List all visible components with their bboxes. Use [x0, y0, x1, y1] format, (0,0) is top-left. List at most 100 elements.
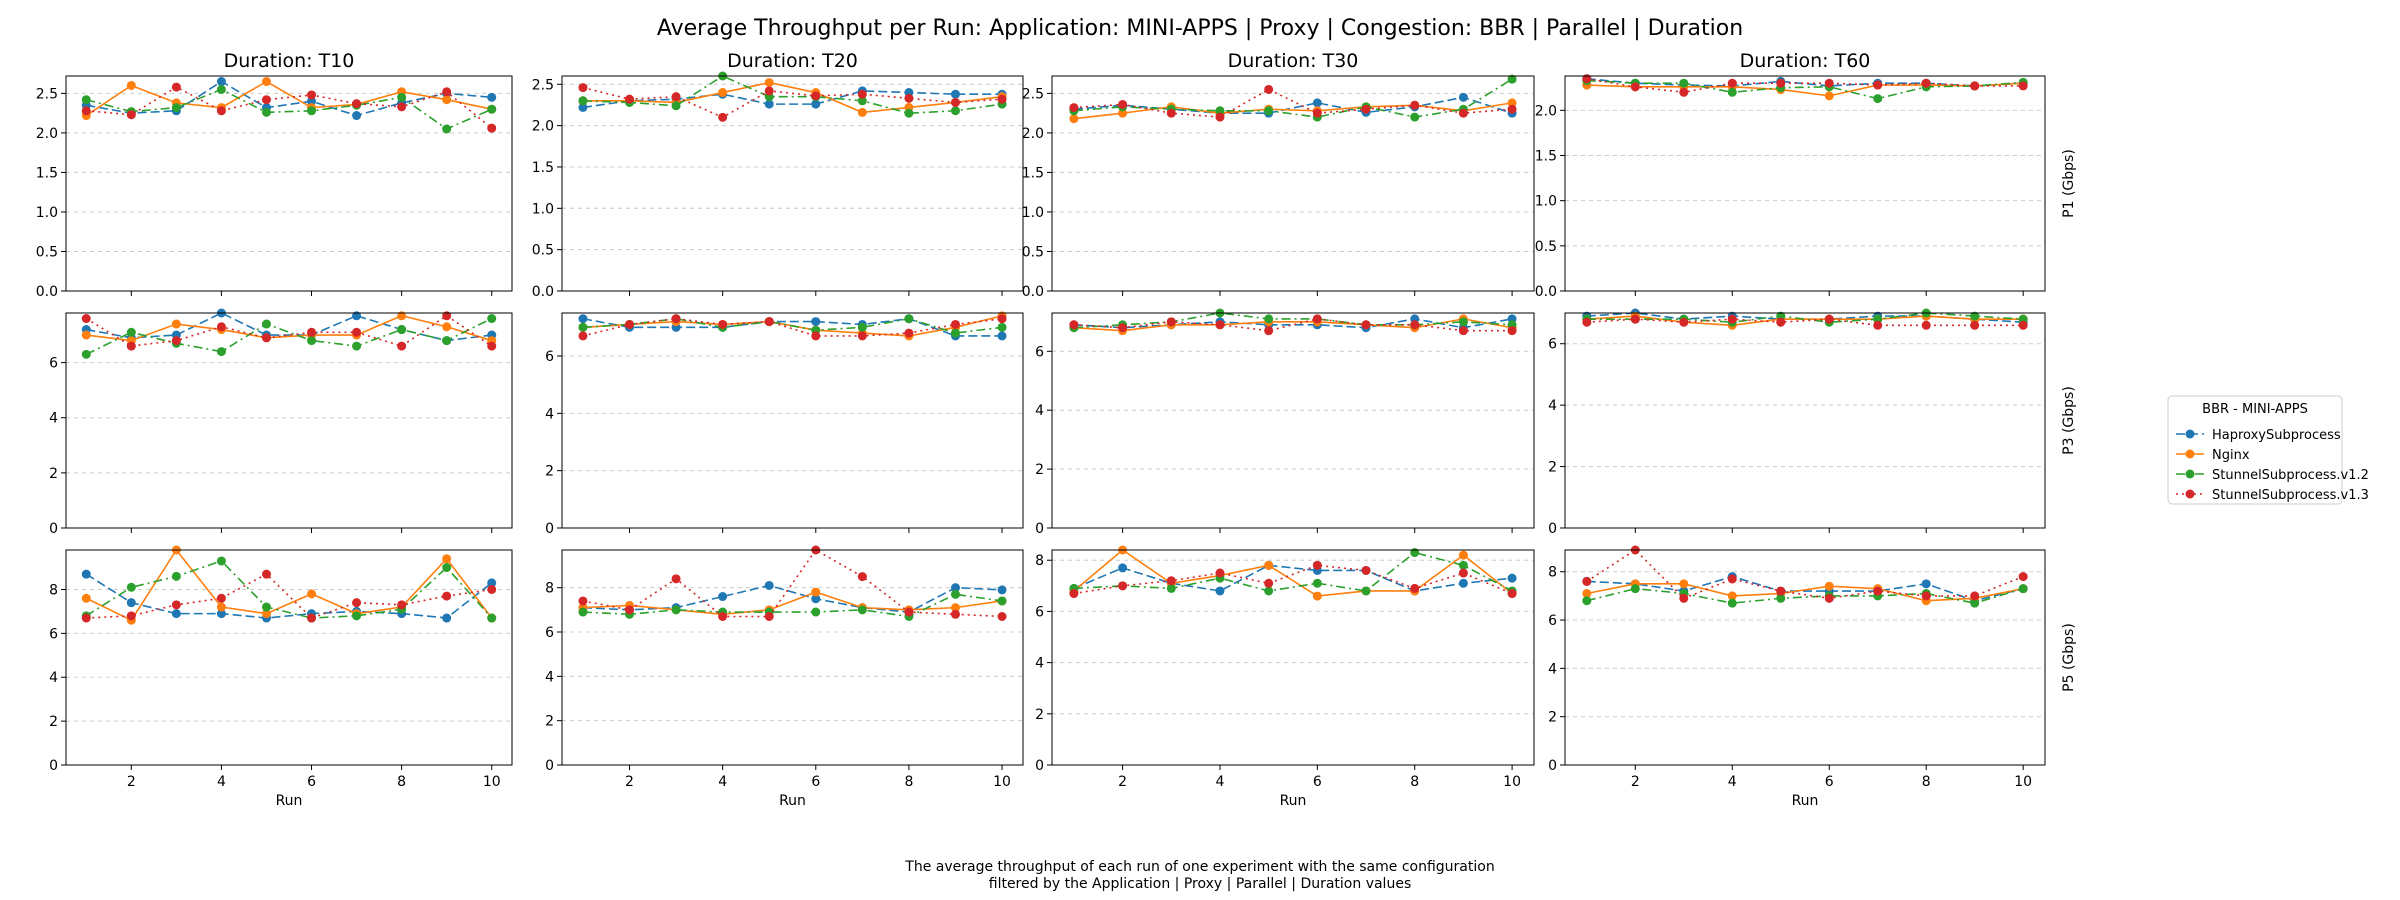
x-tick-label: 2 — [1118, 774, 1127, 790]
column-title: Duration: T30 — [1228, 50, 1359, 72]
x-axis-label: Run — [1280, 793, 1307, 809]
data-point — [1582, 588, 1592, 598]
data-point — [950, 89, 960, 99]
data-point — [1824, 314, 1834, 324]
panel-r3-c3: 0 2 4 6 8 2 4 6 8 10 Run — [1035, 545, 1535, 809]
data-point — [811, 91, 821, 101]
y-tick-label: 0 — [1548, 521, 1557, 537]
data-point — [442, 322, 452, 332]
data-point — [487, 578, 497, 588]
series-line-haproxysubprocess — [1073, 96, 1513, 114]
data-point — [216, 347, 226, 357]
data-point — [352, 111, 362, 121]
data-point — [1727, 591, 1737, 601]
series-line-haproxysubprocess — [582, 317, 1003, 337]
x-tick-label: 10 — [993, 774, 1011, 790]
y-tick-label: 6 — [49, 356, 58, 372]
x-axis-label: Run — [779, 793, 806, 809]
y-tick-label: 6 — [1548, 337, 1557, 353]
data-point — [216, 77, 226, 87]
data-point — [487, 314, 497, 324]
data-point — [1507, 98, 1517, 108]
data-point — [1264, 560, 1274, 570]
x-tick-label: 8 — [1410, 774, 1419, 790]
y-tick-label: 0.5 — [36, 244, 58, 260]
legend-entry: HaproxySubprocess — [2212, 428, 2341, 443]
data-point — [950, 609, 960, 619]
axes-frame — [1564, 549, 2046, 766]
data-point — [261, 95, 271, 105]
y-tick-label: 4 — [1035, 403, 1044, 419]
series-line-haproxysubprocess — [86, 80, 492, 117]
y-tick-label: 0 — [1035, 758, 1044, 774]
data-point — [950, 97, 960, 107]
data-point — [950, 328, 960, 338]
panel-r1-c2: 0.0 0.5 1.0 1.5 2.0 2.5 Duration: T20 — [532, 50, 1024, 300]
y-tick-label: 1.5 — [1535, 148, 1557, 164]
series-line-stunnelsubprocess-v1-2 — [1073, 78, 1513, 118]
series-line-nginx — [1073, 102, 1513, 120]
data-point — [1824, 78, 1834, 88]
series-line-stunnelsubprocess-v1-3 — [86, 573, 492, 619]
series-line-stunnelsubprocess-v1-3 — [1586, 318, 2024, 327]
y-tick-label: 4 — [545, 406, 554, 422]
data-point — [1458, 108, 1468, 118]
data-point — [397, 311, 407, 321]
data-point — [811, 331, 821, 341]
data-point — [1582, 317, 1592, 327]
data-point — [1458, 560, 1468, 570]
data-point — [1679, 87, 1689, 97]
data-point — [997, 585, 1007, 595]
legend-marker — [2185, 469, 2195, 479]
data-point — [1312, 591, 1322, 601]
x-tick-label: 6 — [1313, 774, 1322, 790]
data-point — [126, 110, 136, 120]
axes-frame — [1051, 312, 1535, 529]
data-point — [1458, 550, 1468, 560]
data-point — [171, 571, 181, 581]
y-tick-label: 6 — [545, 625, 554, 641]
data-point — [307, 613, 317, 623]
y-tick-label: 6 — [545, 349, 554, 365]
data-point — [1166, 108, 1176, 118]
data-point — [352, 598, 362, 608]
y-tick-label: 0.0 — [532, 284, 554, 300]
panel-r3-c1: 0 2 4 6 8 2 4 6 8 10 Run — [49, 545, 513, 809]
data-point — [950, 106, 960, 116]
axes-frame — [65, 549, 513, 766]
panel-r2-c2: 0 2 4 6 — [545, 311, 1024, 537]
data-point — [1727, 314, 1737, 324]
series-line-stunnelsubprocess-v1-2 — [582, 317, 1003, 334]
y-tick-label: 1.0 — [1022, 205, 1044, 221]
x-tick-label: 6 — [307, 774, 316, 790]
y-tick-label: 0 — [49, 521, 58, 537]
data-point — [442, 87, 452, 97]
data-point — [81, 95, 91, 105]
data-point — [578, 322, 588, 332]
y-tick-label: 0 — [49, 758, 58, 774]
y-tick-label: 2 — [545, 714, 554, 730]
legend-marker — [2185, 489, 2195, 499]
y-tick-label: 0.5 — [532, 243, 554, 259]
series-line-stunnelsubprocess-v1-2 — [1586, 587, 2024, 604]
data-point — [950, 589, 960, 599]
data-point — [1970, 591, 1980, 601]
data-point — [261, 107, 271, 117]
data-point — [1507, 326, 1517, 336]
data-point — [1582, 576, 1592, 586]
data-point — [442, 591, 452, 601]
panel-r1-c1: 0.0 0.5 1.0 1.5 2.0 2.5 Duration: T10 — [36, 50, 513, 300]
y-tick-label: 6 — [49, 626, 58, 642]
data-point — [578, 96, 588, 106]
data-point — [81, 593, 91, 603]
y-tick-label: 6 — [1548, 613, 1557, 629]
data-point — [81, 613, 91, 623]
data-point — [352, 341, 362, 351]
panel-r3-c2: 0 2 4 6 8 2 4 6 8 10 Run — [545, 545, 1024, 809]
y-tick-label: 2.0 — [36, 126, 58, 142]
series-line-nginx — [582, 81, 1003, 114]
y-tick-label: 6 — [1035, 344, 1044, 360]
data-point — [857, 89, 867, 99]
data-point — [1824, 91, 1834, 101]
